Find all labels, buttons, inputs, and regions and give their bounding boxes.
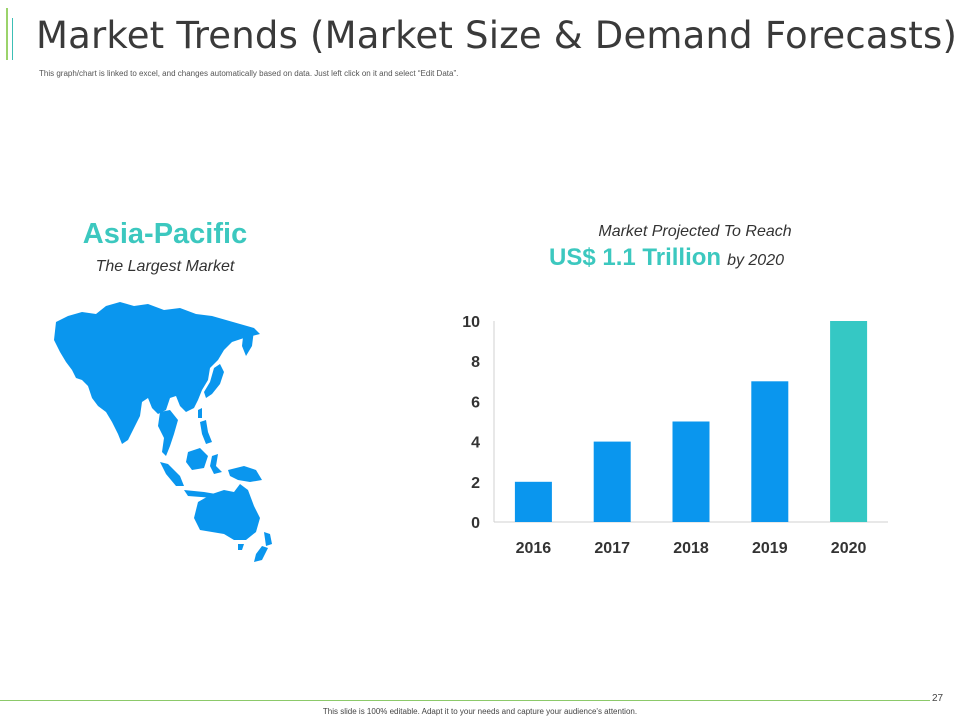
y-tick-label: 10 <box>462 314 480 331</box>
page-subtitle: This graph/chart is linked to excel, and… <box>39 69 459 78</box>
footer-note: This slide is 100% editable. Adapt it to… <box>322 707 638 716</box>
bar-2020 <box>830 321 868 522</box>
bar-2018 <box>672 421 710 522</box>
x-tick-label: 2019 <box>752 540 788 557</box>
bar-2017 <box>593 441 631 522</box>
projection-caption: Market Projected To Reach <box>598 223 792 240</box>
bar-2019 <box>751 381 789 522</box>
y-tick-label: 8 <box>471 354 480 371</box>
y-tick-label: 6 <box>471 394 480 411</box>
y-tick-label: 2 <box>471 475 480 492</box>
market-size-bar-chart: 0 2 4 6 8 10 2016 2017 2018 2019 2020 <box>462 314 888 557</box>
page-title: Market Trends (Market Size & Demand Fore… <box>36 14 958 57</box>
x-tick-label: 2020 <box>831 540 867 557</box>
region-tagline: The Largest Market <box>95 258 235 275</box>
asia-pacific-map-icon <box>54 302 272 562</box>
projection-headline: US$ 1.1 Trillion by 2020 <box>549 244 784 272</box>
region-title: Asia-Pacific <box>82 218 248 250</box>
accent-bar-secondary <box>12 18 13 60</box>
y-tick-label: 4 <box>471 435 480 452</box>
footer-divider <box>0 700 930 701</box>
x-tick-label: 2016 <box>516 540 552 557</box>
bar-2016 <box>514 481 552 522</box>
x-tick-label: 2018 <box>673 540 709 557</box>
page-number: 27 <box>932 693 944 704</box>
projection-suffix: by 2020 <box>727 252 784 269</box>
y-tick-label: 0 <box>471 515 480 532</box>
accent-bar <box>6 8 8 60</box>
x-tick-label: 2017 <box>594 540 630 557</box>
projection-amount: US$ 1.1 Trillion <box>549 244 722 271</box>
